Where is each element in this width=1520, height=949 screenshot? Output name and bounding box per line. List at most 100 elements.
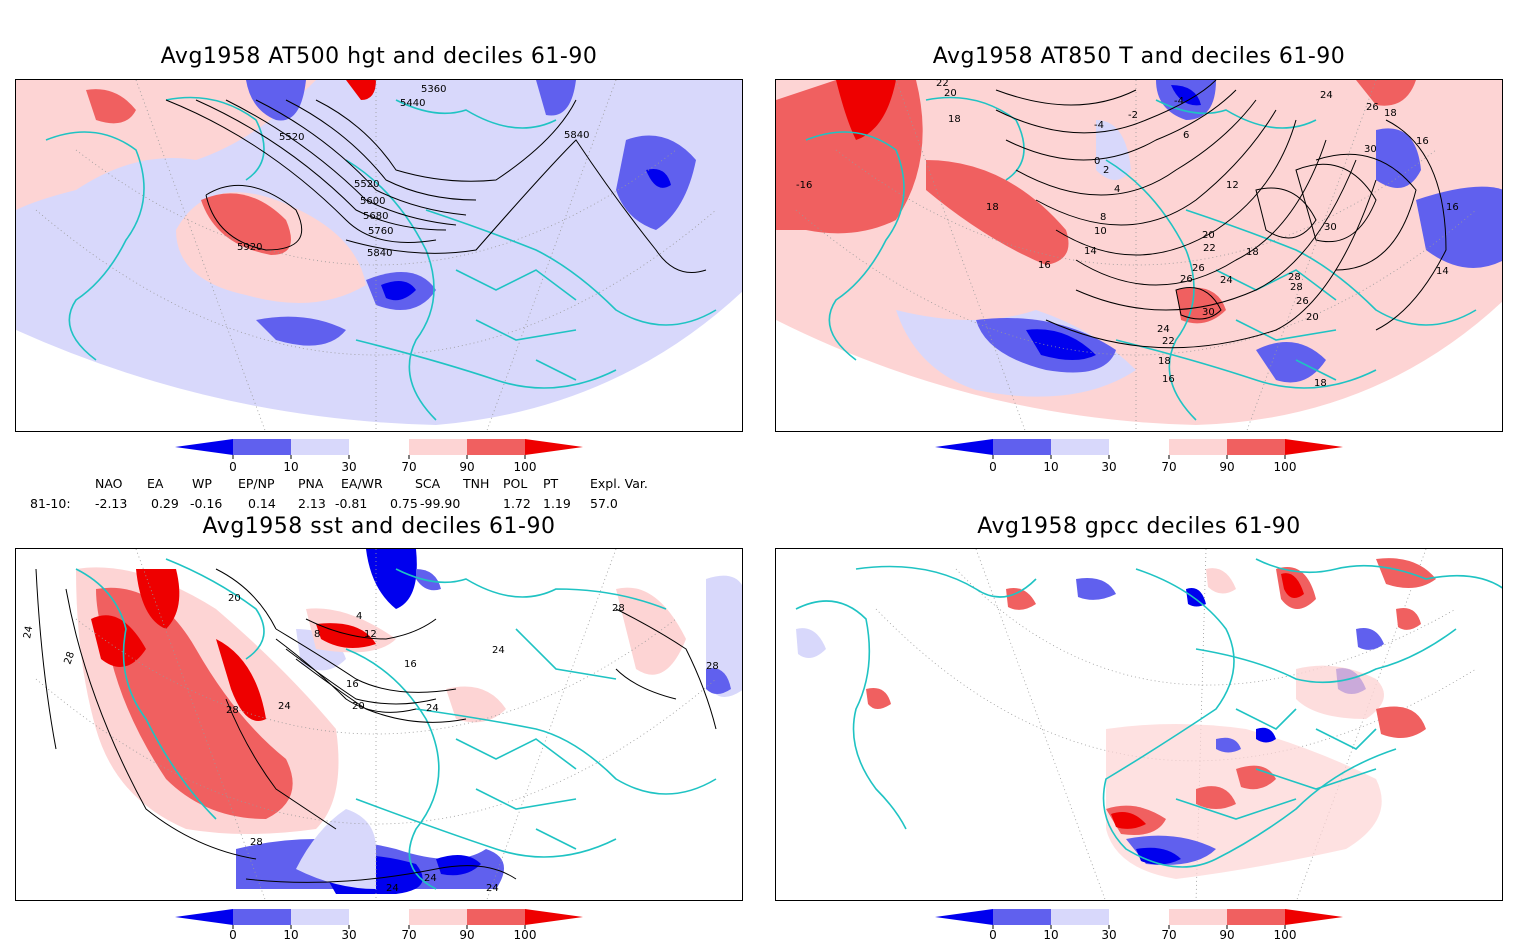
colorbar-tick: 30 [1101, 928, 1116, 940]
contour-label: 16 [346, 679, 359, 690]
index-value: 0.75 [390, 496, 418, 511]
decile-shading [776, 80, 1502, 425]
contour-label: 30 [1324, 222, 1337, 233]
contour-label: 26 [1366, 102, 1379, 113]
contour-label: 10 [1094, 226, 1107, 237]
gpcc-panel-title: Avg1958 gpcc deciles 61-90 [977, 514, 1301, 539]
contour-label: 20 [1202, 230, 1215, 241]
precip-deciles [796, 558, 1436, 879]
index-header: WP [192, 476, 212, 491]
colorbar-tick: 90 [1219, 460, 1234, 474]
colorbar-bottom-left: 0 10 30 70 90 100 [175, 909, 585, 949]
contour-label: 4 [1114, 184, 1120, 195]
contour-label: 24 [1220, 275, 1233, 286]
colorbar-tick: 30 [341, 928, 356, 940]
colorbar-tick: 70 [1161, 928, 1176, 940]
contour-label: 4 [356, 611, 362, 622]
colorbar-top-right: 0 10 30 70 90 100 [935, 439, 1345, 479]
sst-map: 24 28 20 28 28 8 12 4 16 16 20 24 24 24 … [15, 548, 743, 901]
contour-label: 28 [1288, 272, 1301, 283]
colorbar-tick: 100 [1274, 460, 1297, 474]
contour-label: 14 [1084, 246, 1097, 257]
coastlines [75, 558, 717, 890]
gpcc-map-svg [795, 549, 1502, 900]
t850-map: 22 20 18 -16 -4 -4 -2 0 2 6 4 8 10 12 14… [775, 79, 1503, 432]
height-contours [165, 99, 707, 273]
contour-label: 24 [424, 873, 437, 884]
colorbar-tick: 70 [401, 460, 416, 474]
colorbar-tick: 100 [514, 928, 537, 940]
colorbar-tick: 70 [1161, 460, 1176, 474]
coastlines [45, 96, 717, 421]
contour-label: -4 [1094, 120, 1104, 131]
index-value: 1.19 [543, 496, 571, 511]
colorbar-tick: 10 [283, 460, 298, 474]
contour-label: 5520 [279, 132, 304, 143]
contour-label: -4 [1174, 96, 1184, 107]
index-value: -99.90 [420, 496, 461, 511]
contour-label: 30 [1364, 144, 1377, 155]
colorbar-tick: 90 [459, 928, 474, 940]
contour-label: 18 [948, 114, 961, 125]
decile-shading [76, 549, 742, 894]
index-value: 2.13 [298, 496, 326, 511]
contour-label: 24 [1157, 324, 1170, 335]
index-header: POL [503, 476, 528, 491]
contour-label: 18 [1314, 378, 1327, 389]
index-value: 0.29 [151, 496, 179, 511]
coastlines [805, 96, 1477, 421]
contour-label: 28 [226, 705, 239, 716]
index-value: -0.16 [190, 496, 223, 511]
contour-label: 24 [278, 701, 291, 712]
contour-label: 5680 [363, 211, 388, 222]
contour-label: 5520 [354, 179, 379, 190]
hgt-panel-title: Avg1958 AT500 hgt and deciles 61-90 [160, 44, 598, 69]
contour-label: 18 [1384, 108, 1397, 119]
contour-label: 16 [404, 659, 417, 670]
index-value: 0.14 [248, 496, 276, 511]
contour-label: 14 [1436, 266, 1449, 277]
contour-label: 28 [706, 661, 719, 672]
contour-label: 26 [1192, 263, 1205, 274]
contour-label: 26 [1296, 296, 1309, 307]
contour-label: 18 [1246, 247, 1259, 258]
decile-shading [16, 80, 742, 425]
colorbar-tick: 10 [1043, 460, 1058, 474]
gpcc-map [775, 548, 1503, 901]
colorbar-tick: 10 [1043, 928, 1058, 940]
graticule [35, 80, 717, 431]
contour-label: 6 [1183, 130, 1189, 141]
contour-label: 24 [1320, 90, 1333, 101]
temperature-contours [995, 80, 1447, 349]
colorbar-tick: 10 [283, 928, 298, 940]
index-header: PT [543, 476, 559, 491]
contour-label: 28 [1290, 282, 1303, 293]
colorbar-bottom-right: 0 10 30 70 90 100 [935, 909, 1345, 949]
index-value: 1.72 [503, 496, 531, 511]
contour-label: 22 [936, 80, 949, 89]
index-value: -2.13 [95, 496, 128, 511]
colorbar-tick: 100 [1274, 928, 1297, 940]
contour-label: 16 [1446, 202, 1459, 213]
contour-label: 24 [486, 883, 499, 894]
contour-label: 18 [986, 202, 999, 213]
contour-label: 28 [612, 603, 625, 614]
index-value: 57.0 [590, 496, 618, 511]
t850-panel-title: Avg1958 AT850 T and deciles 61-90 [932, 44, 1346, 69]
contour-label: 5600 [360, 196, 385, 207]
colorbar-tick: 30 [341, 460, 356, 474]
contour-label: 24 [22, 625, 35, 639]
contour-labels: 24 28 20 28 28 8 12 4 16 16 20 24 24 24 … [22, 593, 719, 894]
contour-label: 20 [1306, 312, 1319, 323]
contour-label: 12 [364, 629, 377, 640]
index-header: SCA [415, 476, 441, 491]
colorbar-tick: 90 [459, 460, 474, 474]
contour-label: 0 [1094, 156, 1100, 167]
sst-map-svg: 24 28 20 28 28 8 12 4 16 16 20 24 24 24 … [22, 549, 742, 900]
colorbar-tick: 0 [989, 460, 997, 474]
contour-label: 16 [1038, 260, 1051, 271]
contour-label: 8 [1100, 212, 1106, 223]
contour-label: 20 [352, 701, 365, 712]
index-value: -0.81 [335, 496, 368, 511]
contour-label: 5920 [237, 242, 262, 253]
